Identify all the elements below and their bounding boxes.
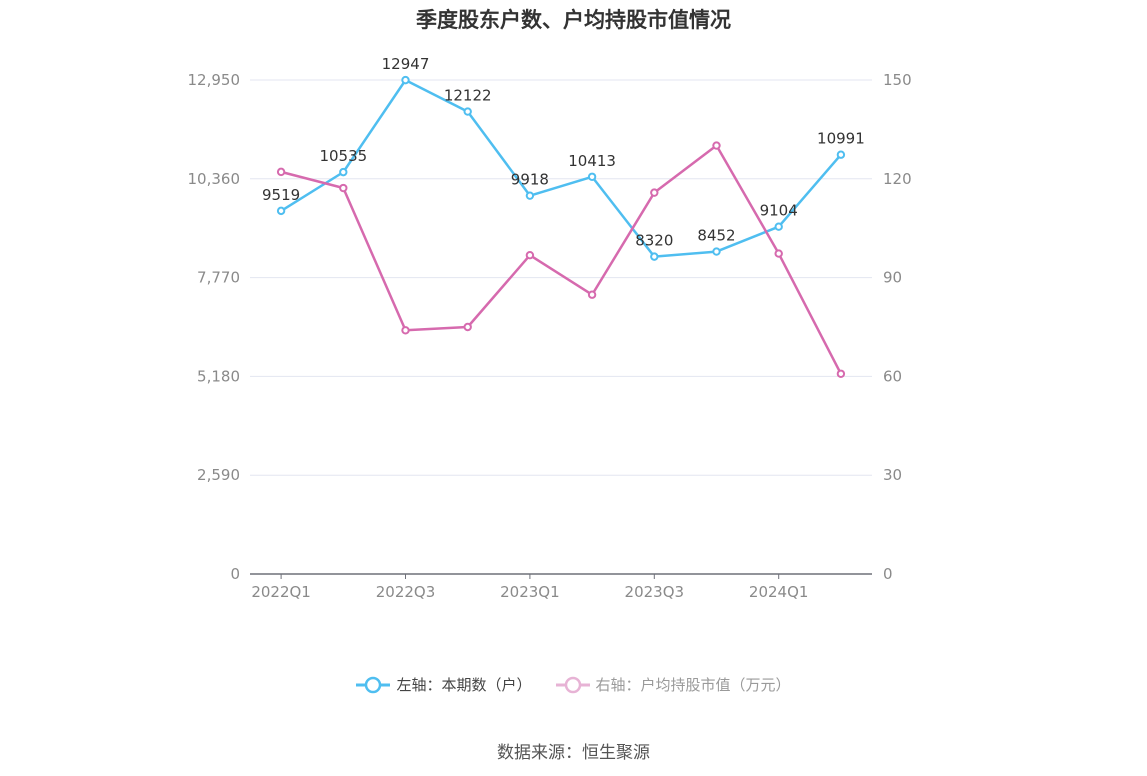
- data-label: 12947: [382, 55, 430, 73]
- legend-label-left: 左轴：本期数（户）: [396, 676, 532, 694]
- data-point: [774, 222, 783, 231]
- series-line-left: [280, 78, 842, 258]
- y-left-tick-label: 0: [230, 565, 240, 583]
- data-point: [712, 141, 721, 150]
- y-right-tick-label: 120: [883, 170, 912, 188]
- legend-item-left[interactable]: 左轴：本期数（户）: [356, 674, 532, 695]
- data-point: [401, 75, 410, 85]
- chart-area: 0 2,590 5,180 7,770 10,360 12,950 0 30 60 90 120 15…: [188, 55, 912, 601]
- data-point: [836, 150, 846, 159]
- data-point: [650, 252, 659, 261]
- data-point: [339, 167, 348, 177]
- data-point: [712, 247, 721, 256]
- y-left-tick-label: 2,590: [197, 466, 240, 484]
- data-label: 8452: [697, 227, 735, 245]
- source-note: 数据来源：恒生聚源: [497, 743, 650, 763]
- data-point: [401, 326, 410, 335]
- y-left-tick-label: 7,770: [197, 269, 240, 287]
- data-point: [276, 206, 286, 216]
- y-right-tick-label: 90: [883, 269, 902, 287]
- legend-label-right: 右轴：户均持股市值（万元）: [595, 676, 791, 694]
- y-right-tick-label: 150: [883, 71, 912, 89]
- x-tick-label: 2023Q1: [500, 583, 560, 601]
- data-point: [339, 183, 348, 193]
- data-point: [587, 290, 597, 299]
- y-right-tick-label: 60: [883, 367, 902, 385]
- data-label: 12122: [444, 87, 492, 105]
- legend-item-right[interactable]: 右轴：户均持股市值（万元）: [555, 674, 791, 695]
- data-label: 9519: [262, 186, 300, 204]
- data-label: 10535: [319, 147, 367, 165]
- data-label: 10991: [817, 130, 865, 148]
- data-point: [836, 369, 846, 378]
- data-point: [276, 167, 286, 177]
- data-label: 9104: [760, 202, 798, 220]
- data-point: [463, 107, 472, 116]
- y-left-tick-label: 5,180: [197, 367, 240, 385]
- data-label: 9918: [511, 171, 549, 189]
- data-point: [525, 251, 535, 260]
- x-tick-label: 2023Q3: [625, 583, 685, 601]
- data-point: [463, 322, 472, 332]
- x-tick-label: 2024Q1: [749, 583, 809, 601]
- y-right-tick-label: 0: [883, 565, 893, 583]
- y-left-tick-label: 12,950: [188, 71, 241, 89]
- y-left-tick-label: 10,360: [188, 170, 241, 188]
- data-label: 8320: [635, 232, 673, 250]
- data-point: [650, 188, 659, 197]
- legend-swatch-left: [356, 676, 391, 693]
- x-tick-label: 2022Q1: [251, 583, 311, 601]
- x-tick-label: 2022Q3: [376, 583, 436, 601]
- data-label: 10413: [568, 152, 616, 170]
- series-line-right: [280, 144, 843, 375]
- chart-title: 季度股东户数、户均持股市值情况: [416, 8, 731, 32]
- data-point: [774, 249, 783, 258]
- data-point: [587, 172, 597, 181]
- data-point: [525, 191, 535, 200]
- legend: 左轴：本期数（户） 右轴：户均持股市值（万元）: [0, 674, 1147, 695]
- y-right-tick-label: 30: [883, 466, 902, 484]
- legend-swatch-right: [555, 676, 590, 693]
